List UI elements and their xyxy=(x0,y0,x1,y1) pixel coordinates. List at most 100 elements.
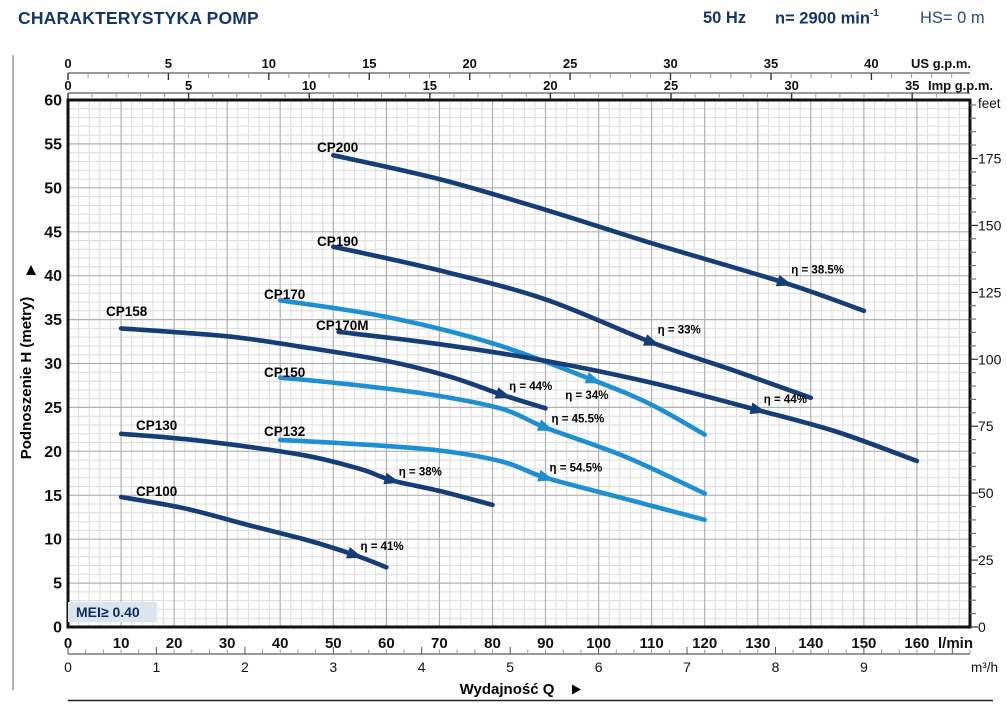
efficiency-label-CP190: η = 33% xyxy=(658,324,701,336)
svg-text:8: 8 xyxy=(772,659,780,675)
efficiency-marker-CP100 xyxy=(346,547,363,559)
svg-text:Podnoszenie H (metry): Podnoszenie H (metry) xyxy=(18,297,35,460)
speed-exponent: -1 xyxy=(869,8,879,19)
imp-gpm-unit-label: Imp g.p.m. xyxy=(928,78,993,93)
left-axis-metres: 0 5 10 15 20 25 30 35 40 45 50 55 60 xyxy=(44,93,62,637)
efficiency-marker-CP170 xyxy=(584,372,602,384)
svg-text:30: 30 xyxy=(44,356,62,373)
figure-frame xyxy=(12,55,993,702)
speed-label: n= 2900 min-1 xyxy=(775,8,879,28)
pump-curve-CP130 xyxy=(118,431,495,508)
svg-text:4: 4 xyxy=(418,659,426,675)
svg-text:140: 140 xyxy=(798,635,823,652)
efficiency-marker-CP132 xyxy=(537,469,555,482)
mei-rating-badge: MEI≥ 0.40 xyxy=(68,602,157,622)
curve-label-CP150: CP150 xyxy=(264,365,305,380)
svg-text:5: 5 xyxy=(53,576,62,593)
svg-text:5: 5 xyxy=(185,78,192,93)
svg-text:50: 50 xyxy=(978,485,994,501)
svg-text:20: 20 xyxy=(543,78,557,93)
plot-border xyxy=(66,98,972,629)
svg-text:80: 80 xyxy=(484,635,501,652)
efficiency-label-CP158: η = 44% xyxy=(509,381,552,393)
curve-label-CP170M: CP170M xyxy=(316,318,369,333)
svg-text:0: 0 xyxy=(53,620,62,637)
svg-text:10: 10 xyxy=(262,56,276,71)
pump-curve-CP170M xyxy=(336,329,920,464)
svg-text:20: 20 xyxy=(166,635,183,652)
svg-text:150: 150 xyxy=(851,635,876,652)
suction-head-label: HS= 0 m xyxy=(920,9,985,27)
top-axis-imp-gpm: 0 5 10 15 20 25 30 35 Imp g.p.m. xyxy=(64,78,993,99)
svg-text:0: 0 xyxy=(64,78,71,93)
svg-text:70: 70 xyxy=(431,635,448,652)
feet-unit-label: feet xyxy=(978,96,1001,111)
curve-label-CP132: CP132 xyxy=(264,424,305,439)
svg-text:25: 25 xyxy=(978,552,994,568)
efficiency-marker-CP158 xyxy=(494,387,512,399)
svg-text:25: 25 xyxy=(664,78,678,93)
curve-label-CP190: CP190 xyxy=(317,234,358,249)
efficiency-marker-CP190 xyxy=(643,334,661,346)
plot-grid xyxy=(67,99,971,628)
svg-text:7: 7 xyxy=(683,659,691,675)
svg-text:55: 55 xyxy=(44,136,62,153)
svg-text:120: 120 xyxy=(692,635,717,652)
pump-curve-CP132 xyxy=(277,437,707,523)
bottom-axis-m3h: 0 1 2 3 4 5 6 7 8 9 m³/h xyxy=(64,647,998,675)
svg-text:100: 100 xyxy=(978,351,1002,367)
svg-text:60: 60 xyxy=(44,93,62,110)
curve-label-CP100: CP100 xyxy=(136,484,177,499)
svg-text:5: 5 xyxy=(165,56,172,71)
top-axis-us-gpm: 0 5 10 15 20 25 30 35 40 US g.p.m. xyxy=(64,56,971,80)
svg-text:10: 10 xyxy=(113,635,130,652)
svg-text:20: 20 xyxy=(462,56,476,71)
svg-text:110: 110 xyxy=(639,635,663,652)
svg-text:0: 0 xyxy=(64,56,71,71)
svg-text:0: 0 xyxy=(978,619,986,635)
efficiency-marker-CP150 xyxy=(536,419,554,431)
x-axis-title: Wydajność Q xyxy=(460,681,581,698)
curve-label-CP158: CP158 xyxy=(106,304,148,319)
efficiency-label-CP150: η = 45.5% xyxy=(552,414,605,426)
svg-text:Wydajność Q: Wydajność Q xyxy=(460,681,555,698)
svg-text:75: 75 xyxy=(978,418,994,434)
page-title: CHARAKTERYSTYKA POMP xyxy=(18,8,259,28)
curve-label-CP200: CP200 xyxy=(317,140,358,155)
lmin-unit-label: l/min xyxy=(938,635,973,652)
svg-text:0: 0 xyxy=(64,659,72,675)
svg-text:45: 45 xyxy=(44,224,62,241)
svg-text:10: 10 xyxy=(44,532,62,549)
svg-text:2: 2 xyxy=(241,659,249,675)
svg-text:9: 9 xyxy=(860,659,868,675)
efficiency-marker-CP130 xyxy=(383,472,401,485)
efficiency-label-CP130: η = 38% xyxy=(399,466,442,478)
svg-text:50: 50 xyxy=(325,635,342,652)
svg-text:50: 50 xyxy=(44,180,62,197)
svg-text:20: 20 xyxy=(44,444,62,461)
y-axis-title: Podnoszenie H (metry) xyxy=(18,265,36,459)
svg-text:35: 35 xyxy=(764,56,778,71)
svg-text:40: 40 xyxy=(864,56,878,71)
m3h-unit-label: m³/h xyxy=(971,660,998,675)
frequency-label: 50 Hz xyxy=(703,9,747,27)
svg-text:30: 30 xyxy=(663,56,677,71)
efficiency-marker-CP170M xyxy=(749,402,767,415)
svg-text:35: 35 xyxy=(905,78,919,93)
efficiency-label-CP200: η = 38.5% xyxy=(791,265,844,277)
efficiency-label-CP100: η = 41% xyxy=(361,541,404,553)
right-axis-feet: 0 25 50 75 100 125 150 175 feet xyxy=(970,96,1002,635)
us-gpm-unit-label: US g.p.m. xyxy=(911,56,971,71)
curve-label-CP170: CP170 xyxy=(264,287,305,302)
svg-text:30: 30 xyxy=(784,78,798,93)
svg-text:130: 130 xyxy=(745,635,770,652)
svg-text:30: 30 xyxy=(219,635,236,652)
bottom-axis-lmin: 0 10 20 30 40 50 60 70 80 90 100 110 120 130 140 150 160… xyxy=(64,635,973,652)
svg-text:25: 25 xyxy=(44,400,62,417)
efficiency-label-CP170: η = 34% xyxy=(565,390,608,402)
pump-curve-CP190 xyxy=(331,244,814,401)
svg-text:10: 10 xyxy=(302,78,316,93)
svg-text:15: 15 xyxy=(362,56,376,71)
